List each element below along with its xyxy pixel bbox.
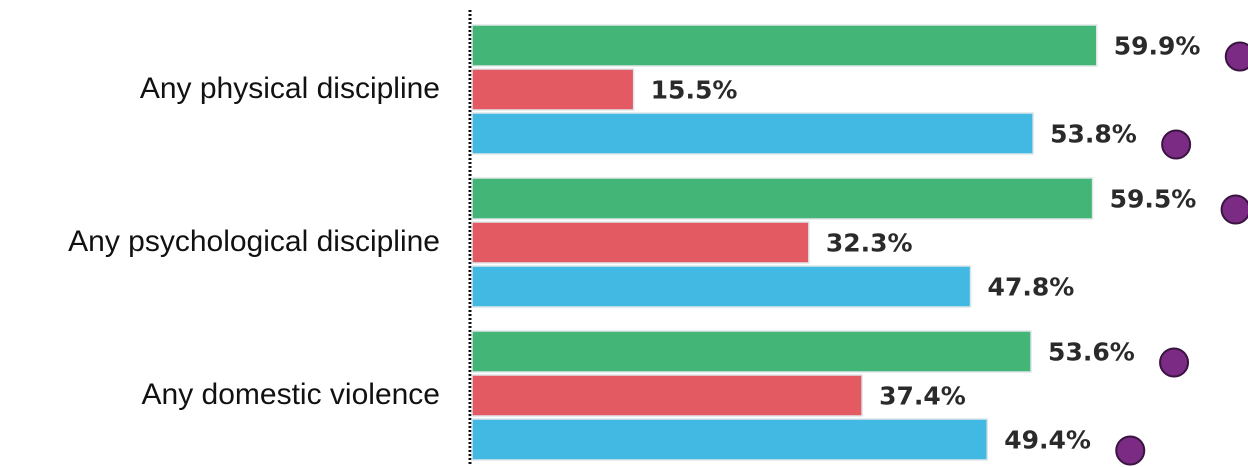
bar [471, 221, 810, 264]
bar [471, 177, 1094, 220]
value-label: 59.5% [1110, 185, 1197, 214]
value-label: 59.9% [1114, 32, 1201, 61]
bar [471, 24, 1098, 67]
significance-marker [1224, 41, 1248, 72]
value-label: 47.8% [988, 273, 1075, 302]
category-label: Any domestic violence [142, 378, 440, 411]
category-label: Any psychological discipline [68, 225, 440, 258]
bar [471, 68, 635, 111]
value-label: 15.5% [651, 76, 738, 105]
value-label: 37.4% [879, 382, 966, 411]
significance-marker [1159, 347, 1190, 378]
bar [471, 112, 1034, 155]
value-label: 53.6% [1048, 338, 1135, 367]
value-label: 49.4% [1004, 426, 1091, 455]
bar [471, 330, 1032, 373]
significance-marker [1161, 129, 1192, 160]
significance-marker [1220, 194, 1248, 225]
category-label: Any physical discipline [140, 72, 440, 105]
significance-marker [1115, 435, 1146, 466]
value-label: 53.8% [1050, 120, 1137, 149]
bar [471, 265, 972, 308]
value-label: 32.3% [826, 229, 913, 258]
bar [471, 418, 988, 461]
bar [471, 374, 863, 417]
